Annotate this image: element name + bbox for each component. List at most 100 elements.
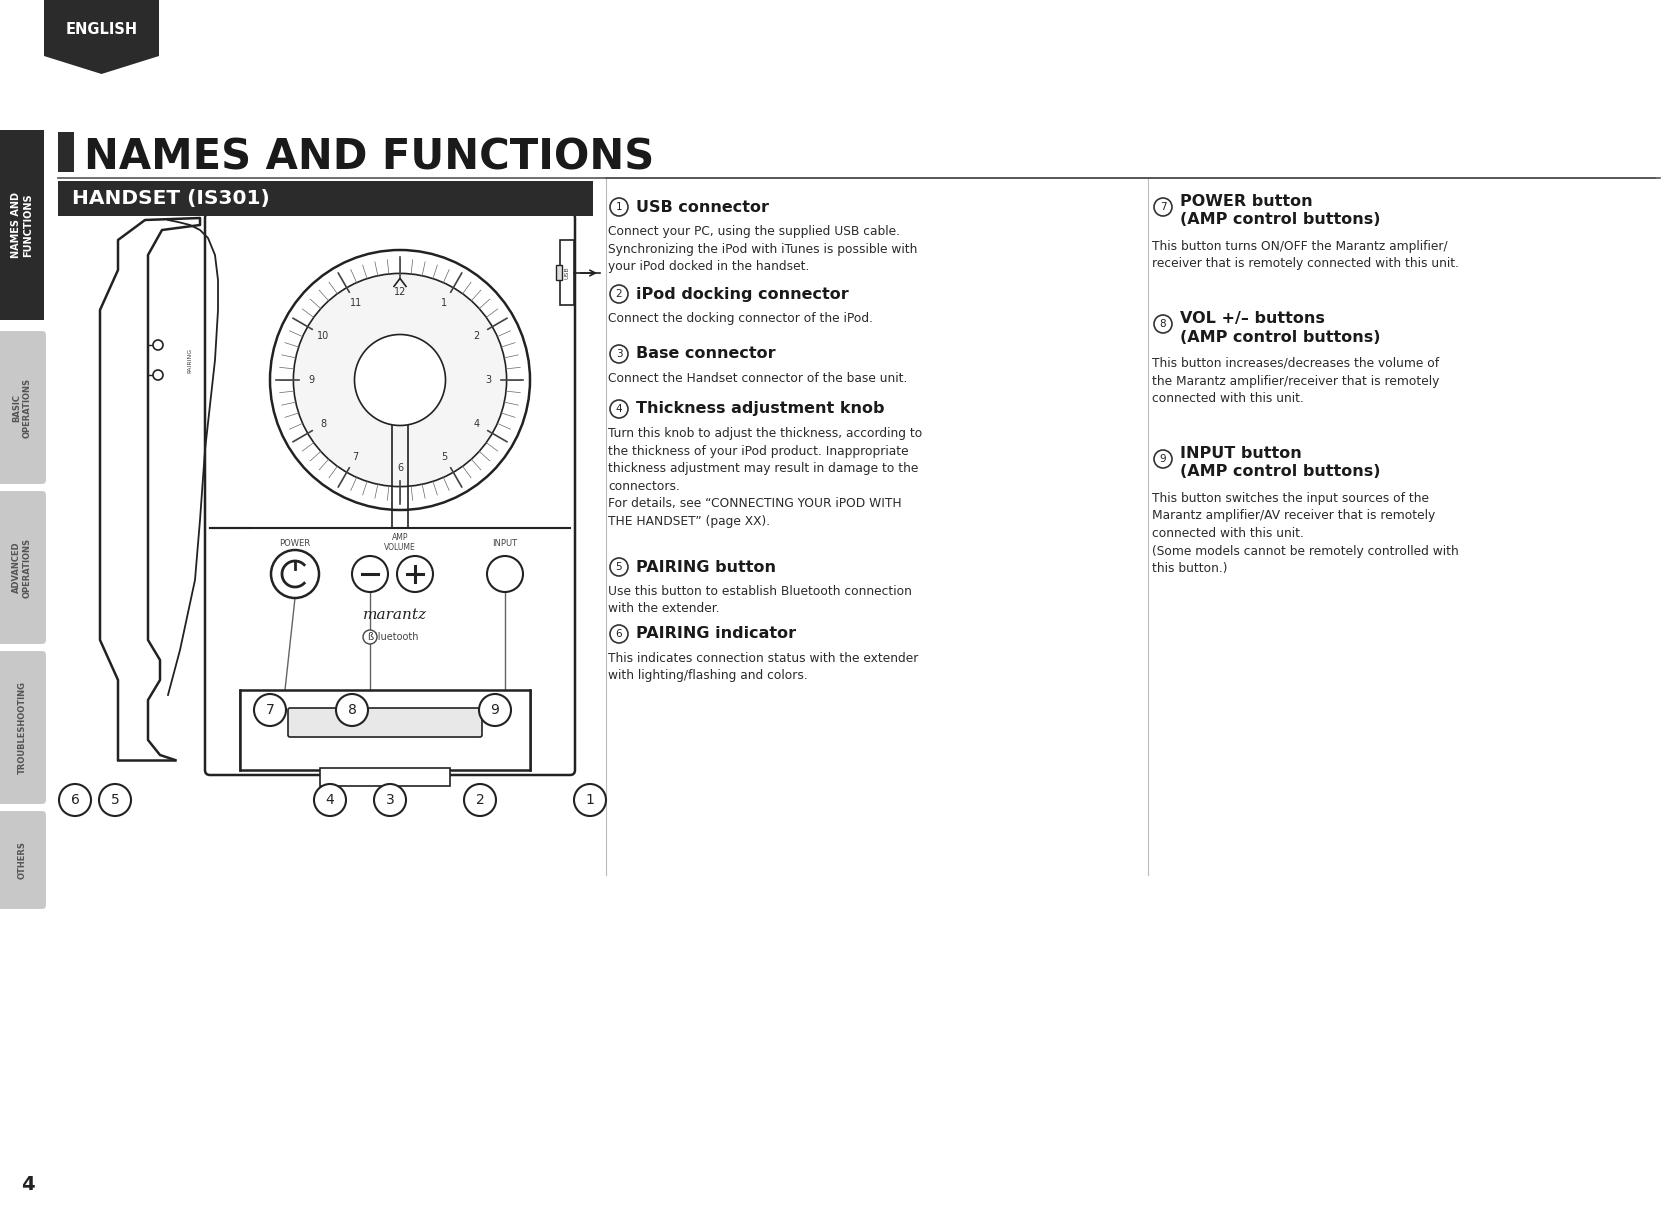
Text: (AMP control buttons): (AMP control buttons) — [1180, 464, 1379, 480]
Text: This button switches the input sources of the
Marantz amplifier/AV receiver that: This button switches the input sources o… — [1151, 492, 1458, 575]
Text: 7: 7 — [266, 702, 275, 717]
FancyBboxPatch shape — [58, 181, 592, 216]
FancyBboxPatch shape — [0, 650, 47, 804]
Circle shape — [609, 285, 627, 303]
Text: NAMES AND
FUNCTIONS: NAMES AND FUNCTIONS — [12, 192, 33, 258]
Text: Bluetooth: Bluetooth — [371, 632, 419, 642]
Text: ß: ß — [366, 632, 373, 642]
Circle shape — [486, 556, 522, 592]
FancyBboxPatch shape — [0, 491, 47, 644]
Text: 8: 8 — [319, 420, 326, 429]
Text: 12: 12 — [394, 287, 406, 296]
FancyBboxPatch shape — [288, 708, 481, 737]
FancyBboxPatch shape — [556, 265, 562, 280]
Text: 9: 9 — [308, 375, 314, 384]
Circle shape — [1153, 316, 1171, 332]
Text: 3: 3 — [616, 349, 622, 359]
Text: 6: 6 — [70, 793, 80, 806]
Circle shape — [314, 783, 346, 816]
Circle shape — [271, 550, 319, 598]
Circle shape — [336, 694, 368, 725]
Text: 10: 10 — [318, 331, 329, 341]
Circle shape — [609, 400, 627, 418]
Text: 7: 7 — [1160, 202, 1165, 212]
Polygon shape — [43, 56, 158, 74]
FancyBboxPatch shape — [559, 241, 574, 305]
Text: USB: USB — [564, 267, 569, 279]
Circle shape — [574, 783, 606, 816]
FancyBboxPatch shape — [0, 811, 47, 909]
Text: 1: 1 — [616, 202, 622, 212]
Circle shape — [363, 630, 376, 644]
Text: 1: 1 — [586, 793, 594, 806]
Circle shape — [98, 783, 131, 816]
Text: Turn this knob to adjust the thickness, according to
the thickness of your iPod : Turn this knob to adjust the thickness, … — [607, 427, 922, 527]
Text: POWER button: POWER button — [1180, 195, 1311, 209]
Text: 7: 7 — [353, 451, 359, 462]
Text: 3: 3 — [484, 375, 491, 384]
Text: OTHERS: OTHERS — [18, 841, 27, 879]
Text: 5: 5 — [441, 451, 448, 462]
Text: INPUT: INPUT — [493, 538, 518, 548]
Text: This indicates connection status with the extender
with lighting/flashing and co: This indicates connection status with th… — [607, 652, 919, 683]
Circle shape — [351, 556, 388, 592]
Text: 8: 8 — [348, 702, 356, 717]
Circle shape — [58, 783, 92, 816]
Text: Connect your PC, using the supplied USB cable.
Synchronizing the iPod with iTune: Connect your PC, using the supplied USB … — [607, 225, 917, 273]
Text: (AMP control buttons): (AMP control buttons) — [1180, 213, 1379, 227]
Text: 1: 1 — [441, 299, 448, 308]
Circle shape — [609, 198, 627, 216]
Circle shape — [293, 273, 506, 486]
Text: Base connector: Base connector — [636, 347, 775, 361]
Text: 4: 4 — [616, 404, 622, 413]
Text: HANDSET (IS301): HANDSET (IS301) — [72, 189, 270, 208]
Text: (AMP control buttons): (AMP control buttons) — [1180, 330, 1379, 345]
Text: PAIRING button: PAIRING button — [636, 560, 775, 574]
Text: iPod docking connector: iPod docking connector — [636, 287, 849, 301]
Text: 4: 4 — [22, 1175, 35, 1194]
Text: 6: 6 — [616, 629, 622, 640]
Text: 9: 9 — [1160, 455, 1165, 464]
FancyBboxPatch shape — [43, 0, 158, 56]
Text: Thickness adjustment knob: Thickness adjustment knob — [636, 401, 884, 416]
Text: INPUT button: INPUT button — [1180, 446, 1301, 462]
Text: ENGLISH: ENGLISH — [65, 23, 138, 37]
Circle shape — [396, 556, 433, 592]
Circle shape — [1153, 198, 1171, 216]
Text: 5: 5 — [616, 562, 622, 572]
Circle shape — [153, 340, 163, 349]
Circle shape — [270, 250, 529, 510]
Text: 2: 2 — [476, 793, 484, 806]
Text: 6: 6 — [396, 463, 403, 474]
Text: VOL +/– buttons: VOL +/– buttons — [1180, 312, 1325, 326]
Text: This button turns ON/OFF the Marantz amplifier/
receiver that is remotely connec: This button turns ON/OFF the Marantz amp… — [1151, 241, 1458, 271]
Circle shape — [354, 335, 446, 426]
Text: Use this button to establish Bluetooth connection
with the extender.: Use this button to establish Bluetooth c… — [607, 585, 912, 615]
Text: BASIC
OPERATIONS: BASIC OPERATIONS — [12, 377, 32, 438]
Circle shape — [479, 694, 511, 725]
FancyBboxPatch shape — [240, 690, 529, 770]
Text: AMP: AMP — [391, 533, 408, 543]
Text: 2: 2 — [473, 331, 479, 341]
FancyBboxPatch shape — [319, 768, 449, 786]
Text: USB connector: USB connector — [636, 199, 769, 214]
FancyBboxPatch shape — [0, 331, 47, 484]
Circle shape — [609, 345, 627, 363]
Text: marantz: marantz — [363, 608, 426, 621]
Text: TROUBLESHOOTING: TROUBLESHOOTING — [18, 681, 27, 774]
Text: ADVANCED
OPERATIONS: ADVANCED OPERATIONS — [12, 538, 32, 597]
Circle shape — [609, 625, 627, 643]
Text: VOLUME: VOLUME — [384, 544, 416, 553]
Text: 4: 4 — [473, 420, 479, 429]
Circle shape — [1153, 450, 1171, 468]
FancyBboxPatch shape — [205, 213, 574, 775]
Text: 5: 5 — [110, 793, 120, 806]
Circle shape — [464, 783, 496, 816]
Circle shape — [609, 559, 627, 575]
Circle shape — [255, 694, 286, 725]
Text: This button increases/decreases the volume of
the Marantz amplifier/receiver tha: This button increases/decreases the volu… — [1151, 357, 1438, 405]
FancyBboxPatch shape — [58, 132, 73, 172]
Text: 2: 2 — [616, 289, 622, 299]
Text: POWER: POWER — [280, 538, 311, 548]
Text: Connect the docking connector of the iPod.: Connect the docking connector of the iPo… — [607, 312, 872, 325]
